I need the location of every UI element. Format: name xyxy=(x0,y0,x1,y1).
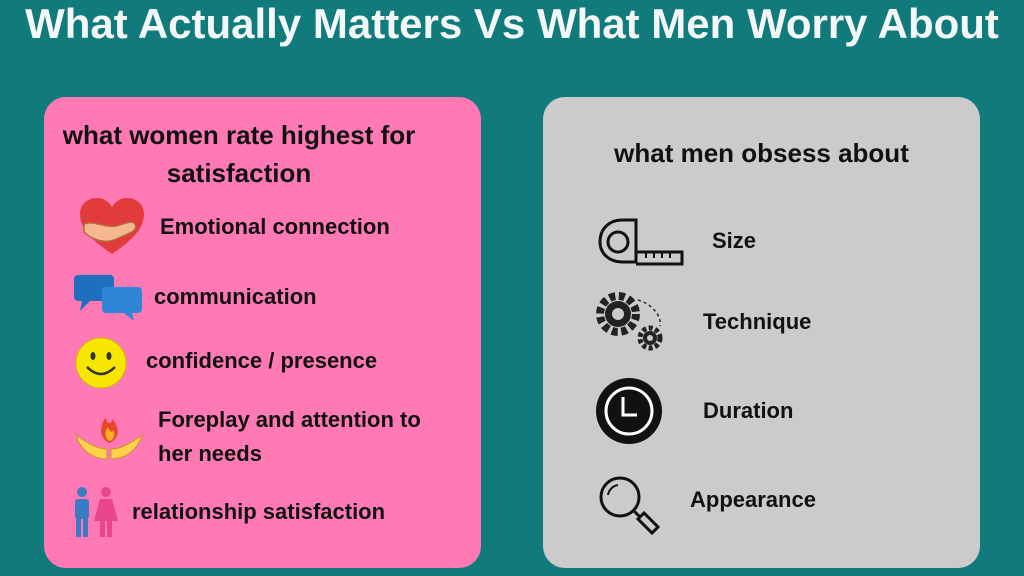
left-panel xyxy=(44,97,481,568)
item: Emotional connection xyxy=(160,214,390,239)
item: Duration xyxy=(703,398,794,423)
chat-icon xyxy=(74,275,142,321)
smiley-icon xyxy=(75,337,127,389)
clock-icon xyxy=(596,378,662,444)
hands-flame-icon xyxy=(75,417,143,460)
title: What Actually Matters Vs What Men Worry … xyxy=(25,0,999,47)
tape-measure-icon xyxy=(598,218,684,266)
heart-icon xyxy=(80,198,144,254)
item: relationship satisfaction xyxy=(132,499,386,524)
item: confidence / presence xyxy=(146,348,378,373)
right-heading: what men obsess about xyxy=(614,138,909,168)
people-icon xyxy=(75,487,118,537)
left-heading: what women rate highest for satisfaction xyxy=(62,120,416,188)
magnifier-icon xyxy=(599,476,661,536)
item: Foreplay and attention to her needs xyxy=(158,407,421,466)
item: Technique xyxy=(703,309,812,334)
item: Appearance xyxy=(690,487,816,512)
item: communication xyxy=(154,284,317,309)
item: Size xyxy=(712,228,757,253)
gears-icon xyxy=(596,292,663,351)
